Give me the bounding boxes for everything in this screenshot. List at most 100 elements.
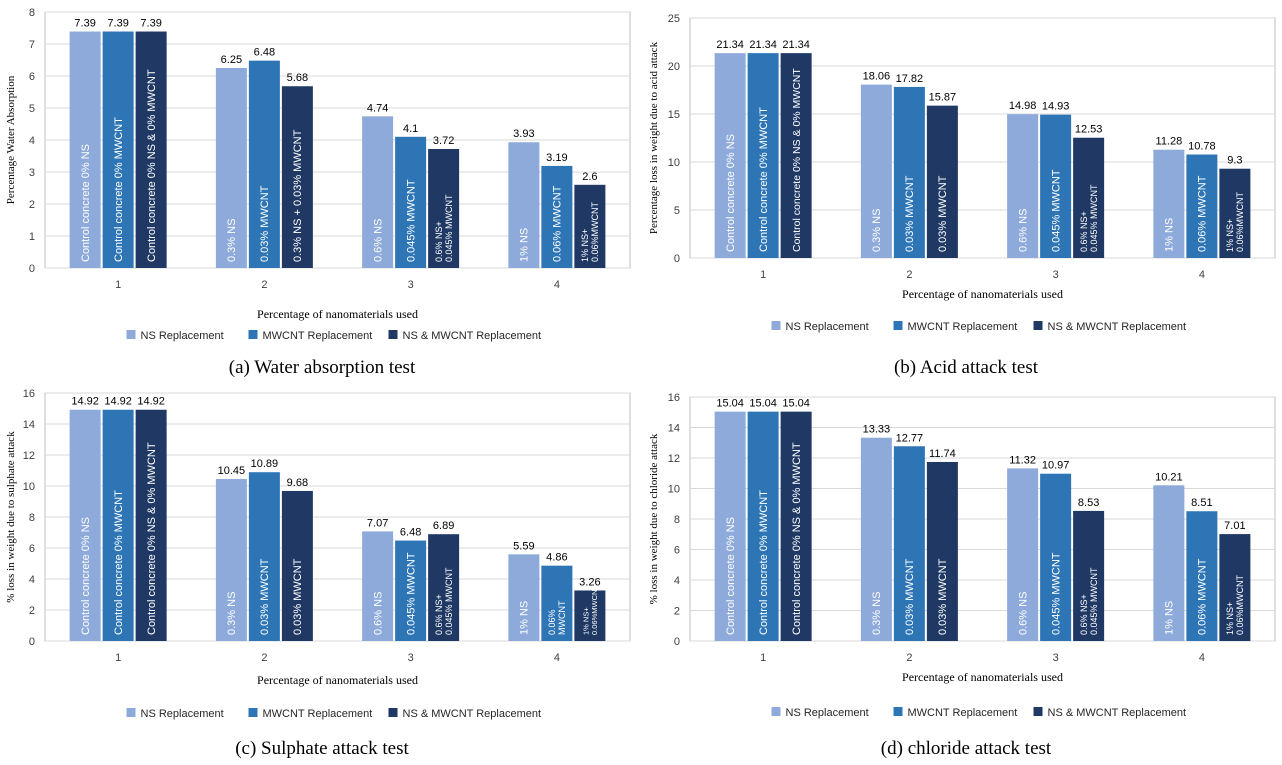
bar-category-label: Control concrete 0% NS (725, 134, 737, 252)
bar-category-label: 0.3% NS (871, 592, 883, 635)
data-label: 12.77 (896, 432, 924, 444)
data-label: 15.04 (782, 398, 810, 410)
bar-category-label: 1% NS+ (581, 607, 590, 635)
bar (1073, 137, 1105, 258)
bar (926, 461, 958, 641)
acid-attack-chart: 0 5 10 15 20 25 Percentage loss in weight due … (648, 13, 1276, 333)
legend-label: MWCNT Replacement (908, 321, 1018, 333)
x-tick-label: 3 (408, 652, 414, 664)
legend-label: NS Replacement (141, 708, 224, 720)
y-tick-label: 4 (29, 574, 35, 586)
y-tick-label: 8 (29, 7, 35, 19)
legend-swatch (893, 707, 903, 716)
legend-label: NS & MWCNT Replacement (403, 708, 542, 720)
data-label: 10.89 (251, 458, 279, 470)
legend-swatch (1033, 707, 1043, 716)
data-label: 6.48 (400, 527, 421, 539)
data-label: 7.07 (367, 517, 388, 529)
bar (1153, 149, 1185, 258)
y-tick-label: 10 (668, 157, 680, 169)
data-label: 15.04 (716, 398, 744, 410)
y-tick-label: 16 (668, 392, 680, 404)
y-tick-label: 6 (29, 71, 35, 83)
bar-category-label: 0.03% MWCNT (259, 185, 271, 262)
bar-category-label: 0.3% NS (226, 592, 238, 635)
bar-category-label: Control concrete 0% NS (725, 517, 737, 635)
bar-category-label: 0.06% MWCNT (1197, 558, 1209, 635)
legend-swatch (771, 321, 781, 330)
data-label: 3.93 (513, 128, 534, 140)
bar-category-label: 0.03% MWCNT (259, 558, 271, 635)
bar (780, 53, 812, 258)
bar-category-label: 0.06% MWCNT (552, 185, 564, 262)
bar-category-label: 0.06% (547, 609, 557, 635)
legend-swatch (771, 707, 781, 716)
data-label: 14.92 (104, 396, 132, 408)
bar-category-label: 1% NS (1164, 218, 1176, 252)
bar (860, 84, 892, 259)
data-label: 21.34 (716, 39, 744, 51)
x-tick-label: 4 (554, 652, 560, 664)
bar (248, 60, 280, 268)
data-label: 11.32 (1009, 454, 1036, 466)
x-tick-label: 3 (1053, 269, 1059, 281)
x-tick-label: 2 (906, 269, 912, 281)
y-tick-label: 5 (29, 103, 35, 115)
bar-category-label: 1% NS (1164, 601, 1176, 635)
x-axis-label: Percentage of nanomaterials used (902, 670, 1063, 684)
data-label: 13.33 (863, 424, 891, 436)
bar-category-label: 0.045% MWCNT (1050, 169, 1062, 252)
bar (747, 411, 779, 641)
data-label: 3.26 (579, 576, 600, 588)
legend-swatch (1033, 321, 1043, 330)
bar-category-label: Control concrete 0% MWCNT (758, 107, 770, 252)
bar (248, 472, 280, 641)
data-label: 15.04 (749, 398, 777, 410)
bar-category-label: MWCNT (557, 600, 567, 635)
x-axis-label: Percentage of nanomaterials used (902, 287, 1063, 301)
bar-category-label: 0.03% MWCNT (937, 558, 949, 635)
y-tick-label: 8 (674, 514, 680, 526)
bar (428, 534, 460, 641)
bar (1007, 114, 1039, 258)
bar-category-label: 0.045% MWCNT (1089, 567, 1099, 635)
x-tick-label: 1 (760, 269, 766, 281)
x-tick-label: 1 (115, 279, 121, 291)
bar-category-label: 0.06% MWCNT (1197, 175, 1209, 252)
y-tick-label: 16 (23, 388, 35, 400)
bar (135, 31, 167, 268)
data-label: 5.59 (513, 540, 534, 552)
y-tick-label: 0 (674, 636, 680, 648)
x-tick-label: 4 (1199, 269, 1205, 281)
data-label: 4.86 (546, 552, 567, 564)
y-tick-label: 10 (668, 484, 680, 496)
legend-label: NS Replacement (786, 321, 869, 333)
x-tick-label: 3 (408, 279, 414, 291)
bar-category-label: 0.3% NS + 0.03% MWCNT (292, 129, 304, 262)
bar-category-label: Control concrete 0% MWCNT (758, 490, 770, 635)
bar-category-label: 0.06%MWCNT (590, 201, 600, 262)
y-tick-label: 20 (668, 61, 680, 73)
data-label: 7.01 (1224, 520, 1245, 532)
bar-category-label: 0.03% MWCNT (904, 175, 916, 252)
data-label: 11.28 (1156, 136, 1183, 148)
y-tick-label: 10 (23, 481, 35, 493)
bar (1040, 473, 1072, 641)
x-tick-label: 3 (1053, 652, 1059, 664)
bar (1153, 485, 1185, 641)
x-tick-label: 2 (261, 279, 267, 291)
bar-category-label: 1% NS+ (1225, 219, 1235, 252)
bar-category-label: Control concrete 0% NS & 0% MWCNT (791, 442, 803, 635)
chart-panel-a: 0 1 2 3 4 5 6 7 8 Percentage Water Absorption 7.39… (0, 0, 640, 355)
bar (780, 411, 812, 641)
legend-swatch (248, 330, 258, 339)
bar-category-label: 0.045% MWCNT (1089, 184, 1099, 252)
bar (135, 409, 167, 641)
bar-category-label: 1% NS+ (1225, 602, 1235, 635)
y-axis-label: % loss in weight due to chloride attack (648, 433, 660, 604)
x-tick-label: 2 (906, 652, 912, 664)
y-tick-label: 6 (29, 543, 35, 555)
caption-c: (c) Sulphate attack test (235, 738, 409, 759)
bar-category-label: 1% NS (519, 228, 531, 262)
